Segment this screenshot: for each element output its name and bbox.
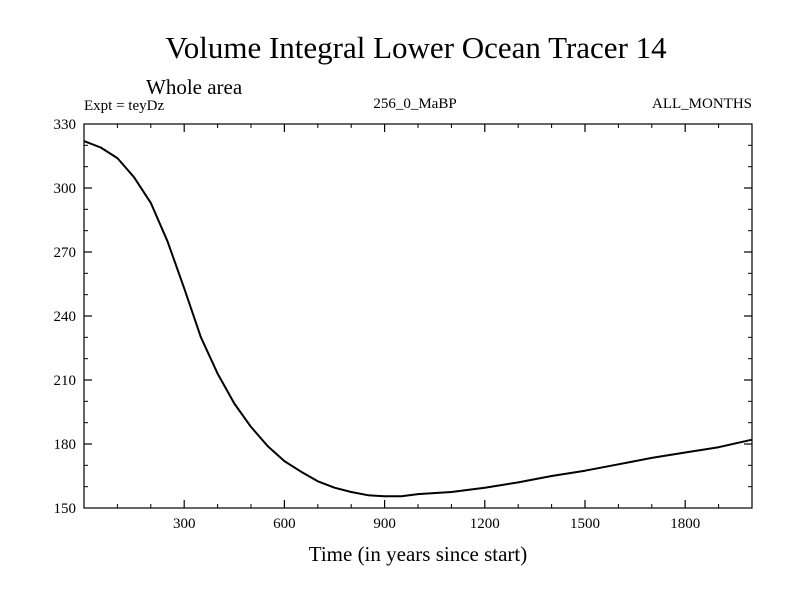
y-tick-label: 180 [54, 437, 77, 453]
x-tick-label: 600 [273, 516, 296, 532]
y-tick-label: 330 [54, 117, 77, 133]
chart-title: Volume Integral Lower Ocean Tracer 14 [165, 30, 667, 65]
experiment-label: Expt = teyDz [84, 98, 164, 114]
y-tick-label: 240 [54, 309, 77, 325]
series-line [83, 140, 753, 498]
plot-frame [83, 123, 753, 509]
series-layer [83, 140, 753, 498]
y-axis-ticks: 150 180 210 240 270 300 330 [54, 117, 752, 517]
y-tick-label: 150 [54, 501, 77, 517]
y-tick-label: 270 [54, 245, 77, 261]
y-tick-label: 300 [54, 181, 77, 197]
x-tick-label: 1500 [570, 516, 600, 532]
x-axis-label: Time (in years since start) [309, 542, 528, 566]
x-tick-label: 300 [173, 516, 196, 532]
period-label: ALL_MONTHS [652, 96, 752, 112]
x-tick-label: 1800 [670, 516, 700, 532]
x-axis-ticks: 300 600 900 1200 1500 1800 [116, 124, 720, 532]
chart-subtitle: Whole area [146, 75, 243, 99]
x-tick-label: 1200 [470, 516, 500, 532]
y-tick-label: 210 [54, 373, 77, 389]
run-label: 256_0_MaBP [373, 96, 456, 112]
x-tick-label: 900 [373, 516, 396, 532]
